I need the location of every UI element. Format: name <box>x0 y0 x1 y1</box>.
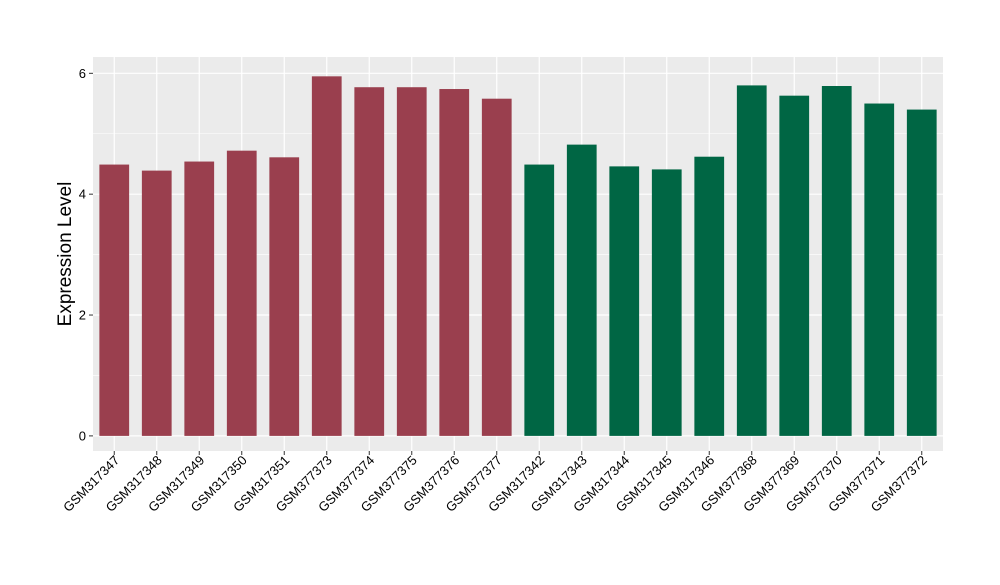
bar-GSM377372 <box>906 109 937 436</box>
y-tick-label: 4 <box>79 187 86 202</box>
bar-GSM377377 <box>481 98 512 436</box>
bar-GSM317351 <box>269 157 300 436</box>
plot-panel-background <box>93 57 943 451</box>
bar-GSM317346 <box>694 156 725 436</box>
bar-GSM317342 <box>524 164 555 436</box>
y-axis-label: Expression Level <box>55 182 76 327</box>
y-tick-label: 6 <box>79 66 86 81</box>
bars <box>99 76 937 436</box>
bar-GSM317349 <box>184 161 215 436</box>
y-tick-label: 2 <box>79 308 86 323</box>
bar-GSM377373 <box>311 76 342 436</box>
bar-GSM317348 <box>141 170 172 436</box>
bar-GSM317344 <box>609 166 640 436</box>
bar-GSM377371 <box>864 103 895 436</box>
bar-GSM377370 <box>821 86 852 436</box>
bar-GSM377374 <box>354 87 385 436</box>
bar-GSM317347 <box>99 164 130 436</box>
bar-GSM377368 <box>736 85 767 436</box>
bar-GSM377376 <box>439 89 470 436</box>
bar-GSM317345 <box>651 169 682 436</box>
bar-GSM377369 <box>779 95 810 436</box>
bar-GSM317343 <box>566 144 597 436</box>
bar-GSM317350 <box>226 150 257 436</box>
y-tick-label: 0 <box>79 428 86 443</box>
bar-GSM377375 <box>396 87 427 436</box>
